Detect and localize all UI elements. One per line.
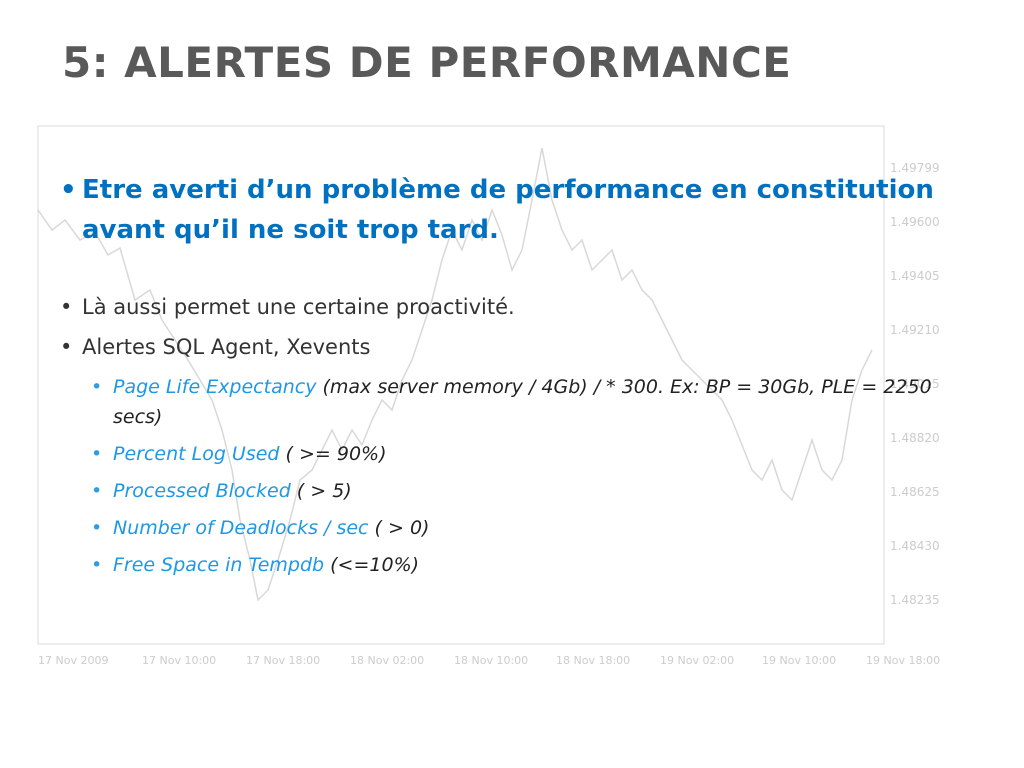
bullet-dot-icon: •: [91, 376, 103, 398]
counter-detail: ( >= 90%): [279, 443, 387, 465]
content-body: • Etre averti d’un problème de performan…: [60, 170, 970, 587]
counter-name: Processed Blocked: [113, 480, 291, 502]
bullet-text: Alertes SQL Agent, Xevents: [82, 335, 371, 359]
x-tick-label: 17 Nov 18:00: [246, 654, 320, 667]
sub-bullet-item: • Percent Log Used ( >= 90%): [60, 439, 970, 469]
x-tick-label: 17 Nov 10:00: [142, 654, 216, 667]
bullet-dot-icon: •: [60, 335, 73, 359]
bullet-dot-icon: •: [91, 443, 103, 465]
x-tick-label: 19 Nov 18:00: [866, 654, 940, 667]
x-tick-label: 18 Nov 10:00: [454, 654, 528, 667]
bullet-text: Etre averti d’un problème de performance…: [82, 175, 934, 245]
bullet-dot-icon: •: [60, 175, 77, 205]
bullet-dot-icon: •: [60, 295, 73, 319]
bullet-item: • Etre averti d’un problème de performan…: [60, 170, 970, 250]
x-tick-label: 19 Nov 02:00: [660, 654, 734, 667]
bullet-item: • Là aussi permet une certaine proactivi…: [60, 292, 970, 322]
x-tick-label: 18 Nov 02:00: [350, 654, 424, 667]
sub-bullet-item: • Free Space in Tempdb (<=10%): [60, 550, 970, 580]
x-tick-label: 19 Nov 10:00: [762, 654, 836, 667]
counter-detail: (max server memory / 4Gb) / * 300. Ex: B…: [113, 376, 932, 428]
sub-bullet-item: • Number of Deadlocks / sec ( > 0): [60, 513, 970, 543]
counter-detail: ( > 5): [290, 480, 352, 502]
y-tick-label: 1.48235: [890, 593, 940, 607]
counter-detail: (<=10%): [324, 554, 420, 576]
bullet-dot-icon: •: [91, 480, 103, 502]
counter-detail: ( > 0): [368, 517, 430, 539]
bullet-text: Là aussi permet une certaine proactivité…: [82, 295, 515, 319]
counter-name: Percent Log Used: [113, 443, 280, 465]
counter-name: Number of Deadlocks / sec: [113, 517, 369, 539]
page-title: 5: ALERTES DE PERFORMANCE: [62, 38, 792, 87]
x-tick-label: 18 Nov 18:00: [556, 654, 630, 667]
counter-name: Free Space in Tempdb: [113, 554, 325, 576]
bullet-item: • Alertes SQL Agent, Xevents: [60, 332, 970, 362]
bullet-dot-icon: •: [91, 517, 103, 539]
sub-bullet-item: • Page Life Expectancy (max server memor…: [60, 372, 970, 432]
counter-name: Page Life Expectancy: [113, 376, 317, 398]
x-axis-ticks: 17 Nov 2009 17 Nov 10:00 17 Nov 18:00 18…: [38, 654, 940, 667]
sub-bullet-item: • Processed Blocked ( > 5): [60, 476, 970, 506]
x-tick-label: 17 Nov 2009: [38, 654, 108, 667]
bullet-dot-icon: •: [91, 554, 103, 576]
